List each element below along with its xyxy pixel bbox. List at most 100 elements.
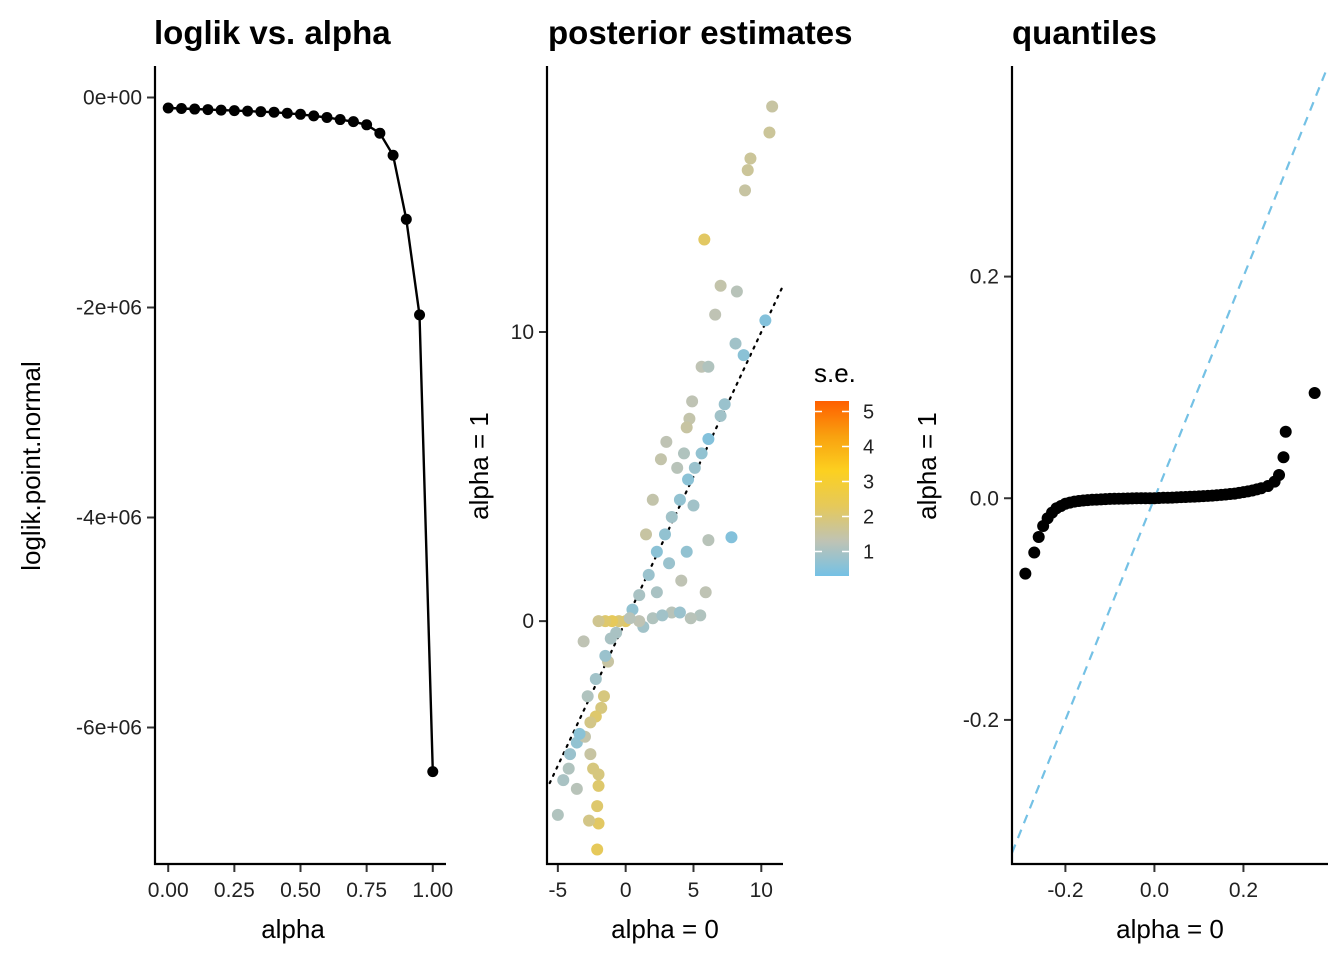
data-point-loglik [427,766,439,778]
data-point-posterior [714,279,727,292]
data-point-loglik [281,107,293,119]
legend-tick-label: 1 [863,542,874,564]
data-point-posterior [584,716,597,729]
data-point-posterior [718,398,731,411]
x-tick-label-loglik: 0.00 [148,879,189,902]
data-point-posterior [656,609,669,622]
data-point-posterior [673,606,686,619]
data-point-quantiles [1308,386,1321,399]
x-axis-label-quantiles: alpha = 0 [1116,914,1224,944]
data-point-posterior [597,690,610,703]
data-point-posterior [709,308,722,321]
x-tick-label-posterior: 0 [620,879,632,902]
legend-ticks: 1 2 3 4 5 [815,402,874,564]
marks-loglik [162,102,439,778]
data-point-posterior [744,152,757,165]
reference-line-quantiles [1010,65,1330,854]
legend-tick-label: 2 [863,507,874,529]
y-axis-label-quantiles: alpha = 1 [912,412,942,520]
data-point-posterior [699,586,712,599]
x-ticks-loglik: 0.00 0.25 0.50 0.75 1.00 [148,864,453,902]
x-axis-label-posterior: alpha = 0 [611,914,719,944]
x-tick-label-posterior: -5 [549,879,568,902]
data-point-posterior [702,432,715,445]
y-tick-label-posterior: 10 [511,321,534,344]
data-point-loglik [202,104,214,116]
data-point-posterior [562,762,575,775]
data-point-posterior [654,453,667,466]
data-point-loglik [295,108,306,120]
data-point-loglik [268,106,280,118]
data-point-loglik [255,106,267,118]
x-tick-label-posterior: 10 [750,879,773,902]
x-ticks-quantiles: -0.2 0.0 0.2 [1047,864,1258,902]
data-point-posterior [577,635,590,648]
data-point-posterior [595,701,608,714]
data-point-quantiles [1279,425,1292,438]
data-point-posterior [591,800,604,813]
data-point-posterior [725,531,738,544]
data-point-posterior [702,534,715,547]
data-point-loglik [175,103,187,115]
legend-se: s.e. 1 2 3 4 5 [814,358,874,576]
data-point-posterior [694,609,707,622]
data-point-posterior [698,233,711,246]
y-tick-label-quantiles: 0.0 [970,487,999,510]
data-point-posterior [633,589,646,602]
data-point-posterior [673,493,686,506]
x-tick-label-loglik: 0.50 [280,879,321,902]
x-tick-label-loglik: 1.00 [412,879,453,902]
data-point-posterior [592,817,605,830]
y-ticks-quantiles: -0.2 0.0 0.2 [963,266,1012,732]
x-ticks-posterior: -5 0 5 10 [549,864,773,902]
data-point-posterior [592,768,605,781]
data-point-loglik [189,103,201,115]
data-point-posterior [583,814,596,827]
data-point-posterior [589,672,602,685]
series-line-loglik [168,106,434,772]
data-point-posterior [682,473,695,486]
data-point-posterior [581,690,594,703]
y-tick-label-quantiles: -0.2 [963,709,999,732]
x-tick-label-posterior: 5 [688,879,700,902]
data-point-posterior [739,184,752,197]
data-point-posterior [665,511,678,524]
data-point-posterior [680,421,693,434]
y-tick-label-quantiles: 0.2 [970,266,999,289]
data-point-posterior [677,447,690,460]
y-tick-label-loglik: -2e+06 [76,297,142,320]
data-point-posterior [599,649,612,662]
data-point-posterior [737,349,750,362]
panel-loglik: loglik vs. alpha 0e+00 -2e+06 -4e+06 -6e+06… [16,14,453,944]
data-point-quantiles [1277,451,1290,464]
data-point-posterior [570,782,583,795]
panel-posterior: posterior estimates 0 10 -5 0 5 10 alpha = 0… [464,14,852,944]
legend-title: s.e. [814,358,856,388]
data-point-posterior [573,727,586,740]
data-point-posterior [646,612,659,625]
data-point-posterior [759,314,772,327]
x-tick-label-quantiles: -0.2 [1047,879,1083,902]
data-point-loglik [387,149,399,161]
data-point-quantiles [1273,468,1286,481]
data-point-posterior [557,774,570,787]
y-tick-label-posterior: 0 [522,610,534,633]
data-point-loglik [321,111,333,123]
x-tick-label-loglik: 0.25 [214,879,255,902]
data-point-quantiles [1032,531,1045,544]
data-point-loglik [228,105,240,117]
data-point-loglik [361,119,373,131]
data-point-loglik [400,213,412,225]
data-point-posterior [633,615,646,628]
data-point-loglik [414,309,426,321]
data-point-posterior [714,409,727,422]
data-point-posterior [650,545,663,558]
x-tick-label-quantiles: 0.0 [1140,879,1169,902]
data-point-posterior [729,337,742,350]
data-point-posterior [695,447,708,460]
data-point-loglik [334,114,346,126]
data-point-loglik [162,102,174,114]
data-point-posterior [660,435,673,448]
reference-line [1010,65,1330,854]
